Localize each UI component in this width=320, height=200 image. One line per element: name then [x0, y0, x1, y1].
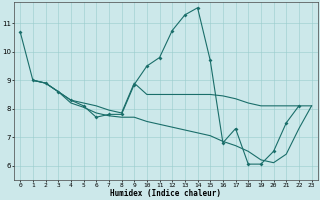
X-axis label: Humidex (Indice chaleur): Humidex (Indice chaleur): [110, 189, 221, 198]
